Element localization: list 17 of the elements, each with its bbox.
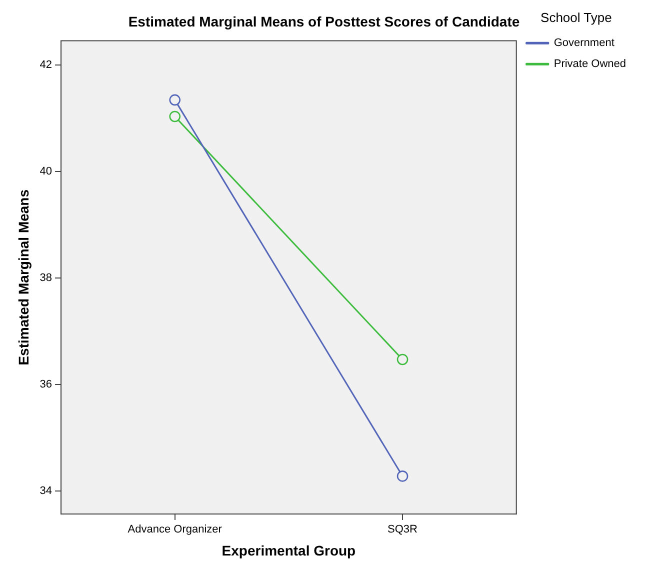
point: [396, 354, 408, 366]
point: [396, 470, 408, 482]
x-axis-title: Experimental Group: [222, 542, 356, 558]
legend-label: Private Owned: [554, 58, 626, 70]
y-axis-title: Estimated Marginal Means: [15, 189, 32, 366]
y-tick-label: 42: [40, 58, 52, 71]
y-tick-label: 36: [40, 378, 52, 391]
y-tick-label: 38: [40, 272, 52, 284]
y-tick-label: 34: [40, 485, 52, 498]
x-tick-label: SQ3R: [388, 524, 418, 536]
legend-title: School Type: [540, 10, 612, 26]
x-tick-label: Advance Organizer: [128, 524, 222, 536]
point: [169, 110, 181, 122]
legend-label: Government: [554, 37, 614, 50]
chart-title: Estimated Marginal Means of Posttest Scores of Candidate: [128, 13, 520, 30]
point: [169, 94, 181, 106]
y-tick-label: 40: [40, 165, 52, 178]
